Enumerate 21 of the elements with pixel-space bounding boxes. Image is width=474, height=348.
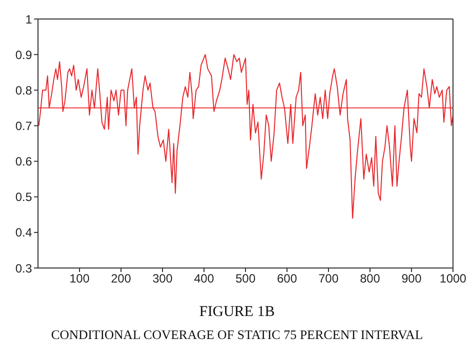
x-tick-label: 900 (401, 272, 422, 286)
y-tick-label: 1 (25, 12, 32, 26)
text: CONDITIONAL COVERAGE OF STATIC 75 PERCENT INTERVAL (50, 327, 424, 343)
x-tick-label: 200 (110, 272, 132, 286)
y-tick-label: 0.8 (15, 83, 32, 98)
x-tick-label: 100 (69, 272, 90, 286)
x-tick-label: 700 (318, 272, 339, 286)
x-tick-label: 1000 (440, 272, 467, 286)
x-tick-label: 500 (235, 272, 256, 286)
y-tick-label: 0.5 (15, 190, 32, 204)
y-tick-label: 0.9 (15, 48, 32, 62)
x-tick-label: 800 (360, 272, 380, 286)
x-tick-label: 400 (194, 272, 214, 286)
x-tick-label: 300 (152, 272, 173, 286)
caption: FIGURE 1B (198, 304, 276, 321)
x-tick-label: 600 (276, 272, 298, 286)
line-series (38, 54, 453, 219)
y-tick-label: 0.7 (15, 118, 32, 133)
y-tick-label: 0.3 (15, 261, 32, 276)
y-tick-label: 0.6 (15, 154, 32, 169)
y-tick-label: 0.4 (15, 226, 32, 240)
